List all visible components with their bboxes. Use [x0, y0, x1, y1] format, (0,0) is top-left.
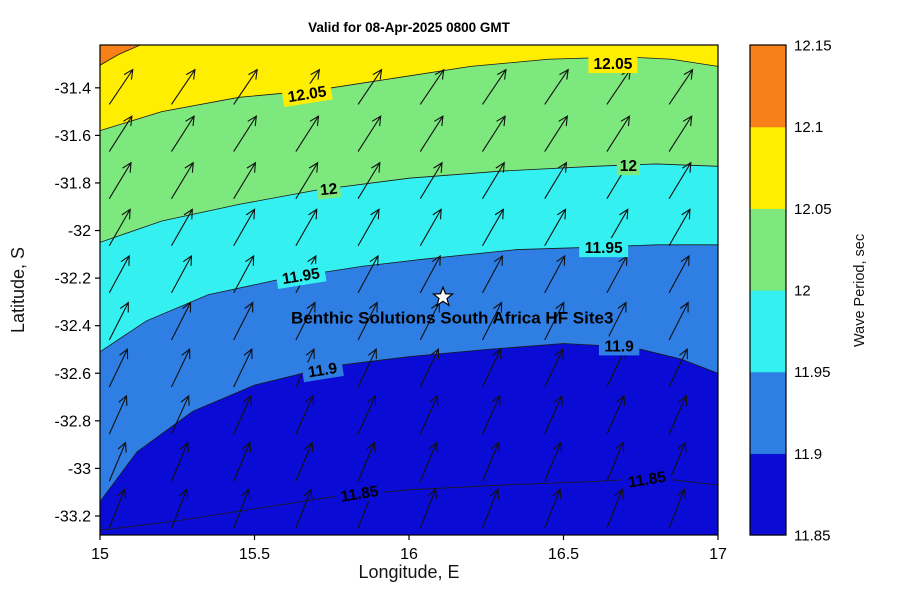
svg-text:11.9: 11.9	[794, 446, 822, 463]
svg-text:Benthic Solutions South Africa: Benthic Solutions South Africa HF Site3	[291, 308, 613, 327]
x-axis-label: Longitude, E	[358, 562, 460, 582]
svg-text:11.95: 11.95	[281, 265, 321, 288]
svg-text:11.95: 11.95	[585, 240, 623, 257]
svg-text:12: 12	[319, 181, 338, 200]
svg-text:-32.6: -32.6	[55, 366, 92, 383]
svg-text:12: 12	[794, 283, 811, 300]
svg-text:-32: -32	[68, 223, 91, 240]
svg-text:16.5: 16.5	[548, 546, 579, 563]
colorbar-label: Wave Period, sec	[852, 233, 868, 347]
svg-text:12.05: 12.05	[794, 201, 832, 218]
svg-text:-32.2: -32.2	[55, 271, 92, 288]
svg-text:-33: -33	[68, 461, 91, 478]
svg-text:-31.6: -31.6	[55, 128, 92, 145]
svg-text:12: 12	[620, 158, 637, 175]
svg-text:-33.2: -33.2	[55, 508, 92, 525]
svg-text:11.85: 11.85	[340, 483, 380, 506]
svg-text:15.5: 15.5	[239, 546, 270, 563]
svg-text:17: 17	[709, 546, 727, 563]
figure-title: Valid for 08-Apr-2025 0800 GMT	[308, 20, 510, 35]
svg-text:-31.4: -31.4	[55, 80, 92, 97]
svg-text:11.9: 11.9	[604, 338, 634, 355]
svg-text:12.15: 12.15	[794, 38, 832, 55]
svg-text:11.9: 11.9	[307, 360, 339, 381]
svg-text:15: 15	[91, 546, 109, 563]
y-axis-label: Latitude, S	[8, 246, 28, 334]
svg-text:-32.4: -32.4	[55, 318, 92, 335]
svg-text:11.95: 11.95	[794, 364, 830, 381]
svg-text:12.1: 12.1	[794, 119, 823, 136]
svg-text:11.85: 11.85	[794, 528, 830, 545]
svg-text:-32.8: -32.8	[55, 413, 92, 430]
svg-text:11.85: 11.85	[627, 469, 667, 492]
svg-text:16: 16	[400, 546, 418, 563]
svg-text:12.05: 12.05	[594, 56, 633, 73]
svg-text:-31.8: -31.8	[55, 175, 92, 192]
svg-text:12.05: 12.05	[287, 83, 328, 106]
